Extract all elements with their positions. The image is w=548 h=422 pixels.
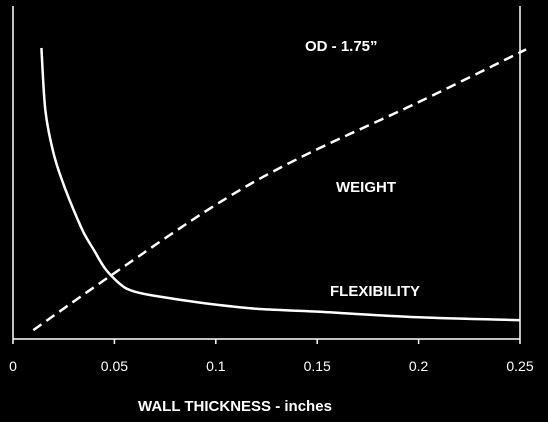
series-lines (32, 47, 527, 332)
od-annotation: OD - 1.75” (305, 38, 378, 55)
weight-label: WEIGHT (336, 179, 396, 196)
flexibility-label: FLEXIBILITY (330, 283, 420, 300)
flexibility-line (40, 47, 521, 322)
x-tick-label: 0 (9, 358, 17, 374)
x-tick-label: 0.05 (101, 358, 128, 374)
x-ticks: 0 0.05 0.1 0.15 0.2 0.25 (9, 339, 534, 374)
x-tick-label: 0.15 (304, 358, 331, 374)
x-tick-label: 0.25 (506, 358, 533, 374)
x-tick-label: 0.1 (206, 358, 226, 374)
weight-line (32, 48, 527, 332)
x-tick-label: 0.2 (409, 358, 429, 374)
axes (12, 6, 521, 340)
x-axis-title: WALL THICKNESS - inches (138, 398, 332, 415)
